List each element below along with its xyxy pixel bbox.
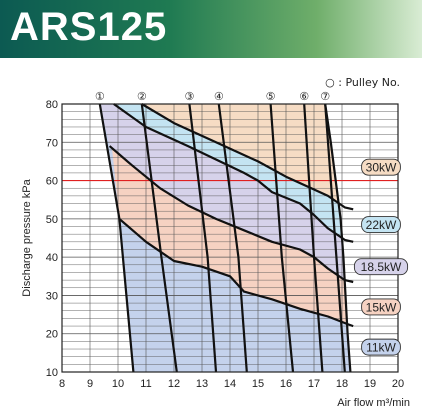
pulley-label-5: ⑤ <box>266 90 276 103</box>
pulley-curve-7 <box>324 103 346 373</box>
x-tick-label: 16 <box>280 378 292 390</box>
envelope-edge-line <box>324 103 352 373</box>
power-line-18.5kW <box>108 145 354 284</box>
band-label-box-22kW <box>361 216 401 234</box>
pulley-curve-6 <box>303 103 324 373</box>
band-label-30kW: 30kW <box>366 161 397 175</box>
y-tick-label: 50 <box>46 214 58 226</box>
x-tick-label: 20 <box>392 378 404 390</box>
pulley-label-4: ④ <box>214 90 224 103</box>
pulley-curve-2 <box>140 103 178 373</box>
pulley-label-7: ⑦ <box>320 90 330 103</box>
x-tick-label: 18 <box>336 378 348 390</box>
pulley-curve-3 <box>188 103 218 373</box>
y-tick-label: 60 <box>46 176 58 188</box>
pulley-legend: ○ : Pulley No. <box>325 76 400 89</box>
band-label-box-15kW <box>361 298 401 316</box>
page-title: ARS125 <box>10 5 168 49</box>
x-tick-label: 10 <box>112 378 124 390</box>
chart-labels: ① ② ③ ④ ⑤ ⑥ ⑦○ : Pulley No. 30kW 22kW 18.5kW 15kW 1… <box>95 76 409 356</box>
pulley-curve-1 <box>98 103 135 373</box>
x-tick-label: 12 <box>168 378 180 390</box>
y-tick-label: 40 <box>46 252 58 264</box>
x-tick-label: 8 <box>59 378 65 390</box>
pulley-curve-4 <box>217 103 248 373</box>
y-tick-label: 20 <box>46 329 58 341</box>
y-tick-label: 70 <box>46 137 58 149</box>
title-banner: ARS125 <box>0 0 422 58</box>
y-tick-label: 80 <box>46 99 58 111</box>
x-tick-label: 15 <box>252 378 264 390</box>
x-tick-label: 19 <box>364 378 376 390</box>
chart-lines <box>62 103 398 373</box>
x-tick-label: 9 <box>87 378 93 390</box>
x-axis-label: Air flow m³/min <box>337 397 410 409</box>
x-tick-label: 17 <box>308 378 320 390</box>
pulley-label-2: ② <box>137 90 147 103</box>
power-line-22kW <box>113 103 354 243</box>
y-tick-label: 10 <box>46 367 58 379</box>
power-line-15kW <box>118 218 354 328</box>
pulley-label-3: ③ <box>184 90 194 103</box>
pulley-curve-5 <box>269 103 295 373</box>
x-tick-label: 13 <box>196 378 208 390</box>
band-label-15kW: 15kW <box>366 300 397 314</box>
x-tick-label: 11 <box>140 378 151 390</box>
band-fill-30kW <box>127 104 351 210</box>
pulley-label-1: ① <box>95 90 105 103</box>
plot-frame <box>61 103 399 373</box>
y-tick-label: 30 <box>46 290 58 302</box>
band-label-box-11kW <box>361 338 401 356</box>
pulley-label-6: ⑥ <box>299 90 309 103</box>
y-axis-label: Discharge pressure kPa <box>21 178 33 296</box>
band-label-22kW: 22kW <box>366 218 397 232</box>
band-label-18.5kW: 18.5kW <box>361 260 402 274</box>
x-tick-label: 14 <box>224 378 236 390</box>
axes: 8 9 10 11 12 13 14 15 16 17 18 19 20 10 20 30 40 50 60 70 80… <box>21 99 410 409</box>
band-label-box-30kW <box>361 158 401 176</box>
band-label-box-18.5kW <box>353 258 409 276</box>
band-label-11kW: 11kW <box>366 341 396 355</box>
